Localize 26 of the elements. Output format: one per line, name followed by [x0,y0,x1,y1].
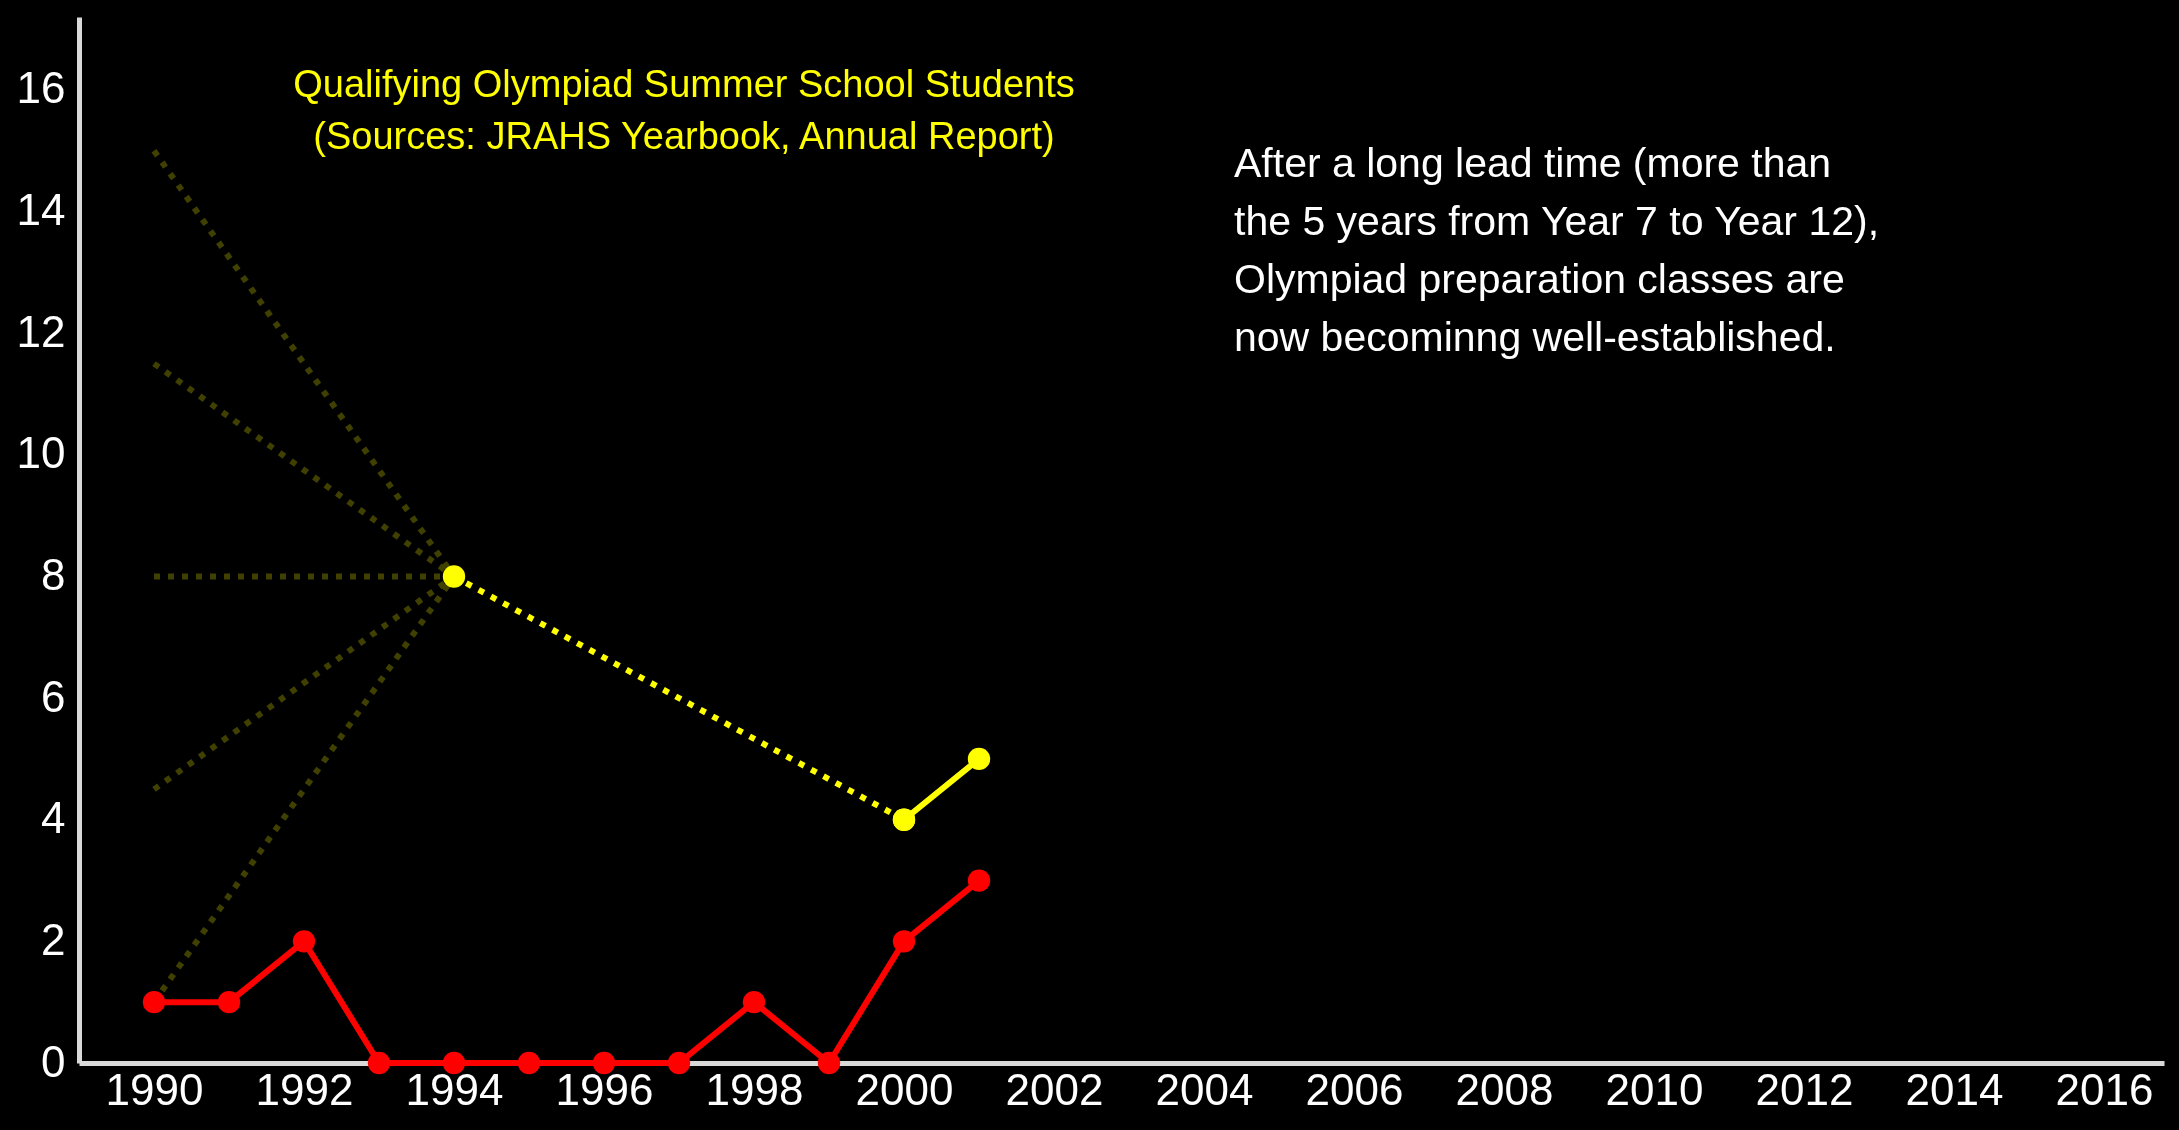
y-tick-label: 12 [16,306,66,356]
x-tick-label: 2016 [2055,1064,2154,1114]
x-tick-label: 1998 [705,1064,804,1114]
x-tick-label: 1994 [405,1064,504,1114]
y-tick-label: 4 [41,793,66,843]
x-tick-label: 1996 [555,1064,654,1114]
y-tick-label: 6 [41,671,66,721]
x-tick-label: 1990 [105,1064,204,1114]
y-tick-label: 2 [41,914,66,964]
y-tick-label: 16 [16,63,66,113]
annotation: After a long lead time (more than the 5 years from Year 7 to Year 12), Olympiad preparation classes are now becominng well-established. [1234,140,1880,360]
x-tick-label: 2008 [1455,1064,1554,1114]
y-tick-label: 14 [16,185,66,235]
x-tick-label: 2000 [855,1064,954,1114]
x-tick-label: 1992 [255,1064,354,1114]
x-tick-label: 2006 [1305,1064,1404,1114]
text: Qualifying Olympiad Summer School Students [293,63,1075,105]
text: (Sources: JRAHS Yearbook, Annual Report) [313,115,1055,157]
x-tick-label: 2002 [1005,1064,1104,1114]
y-tick-label: 0 [41,1036,66,1086]
y-tick-label: 10 [16,428,66,478]
y-tick-label: 8 [41,549,66,599]
x-tick-label: 2010 [1605,1064,1704,1114]
x-tick-label: 2014 [1905,1064,2004,1114]
x-tick-label: 2012 [1755,1064,1854,1114]
x-tick-label: 2004 [1155,1064,1254,1114]
